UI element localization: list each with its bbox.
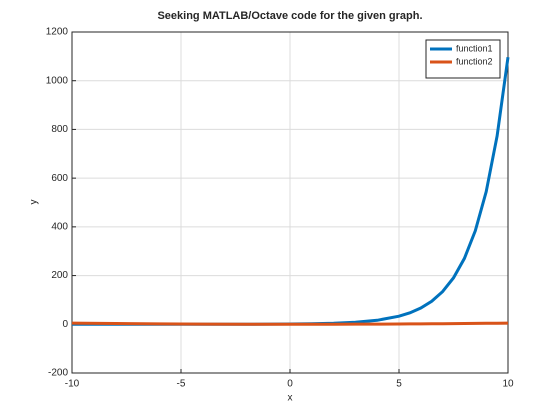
y-tick-label: 1200: [46, 27, 69, 38]
y-tick-label: 200: [51, 270, 68, 281]
legend-label: function2: [456, 56, 493, 66]
legend: function1 function2: [425, 39, 501, 79]
y-tick-label: -200: [48, 368, 68, 379]
x-tick-label: -10: [65, 379, 80, 390]
legend-box: [425, 39, 501, 79]
plot-frame: [71, 31, 509, 374]
legend-label: function1: [456, 43, 493, 53]
y-tick-label: 400: [51, 221, 68, 232]
y-axis-label: y: [29, 200, 40, 205]
y-tick-label: 800: [51, 124, 68, 135]
y-tick-label: 1000: [46, 75, 69, 86]
x-axis-label: x: [288, 393, 293, 404]
chart-title: Seeking MATLAB/Octave code for the given…: [157, 10, 422, 22]
line-series: [71, 321, 509, 326]
x-tick-label: 0: [287, 379, 293, 390]
y-tick-label: 0: [62, 319, 68, 330]
x-tick-label: 10: [502, 379, 514, 390]
x-tick-label: 5: [396, 379, 402, 390]
y-tick-label: 600: [51, 173, 68, 184]
x-tick-label: -5: [177, 379, 186, 390]
